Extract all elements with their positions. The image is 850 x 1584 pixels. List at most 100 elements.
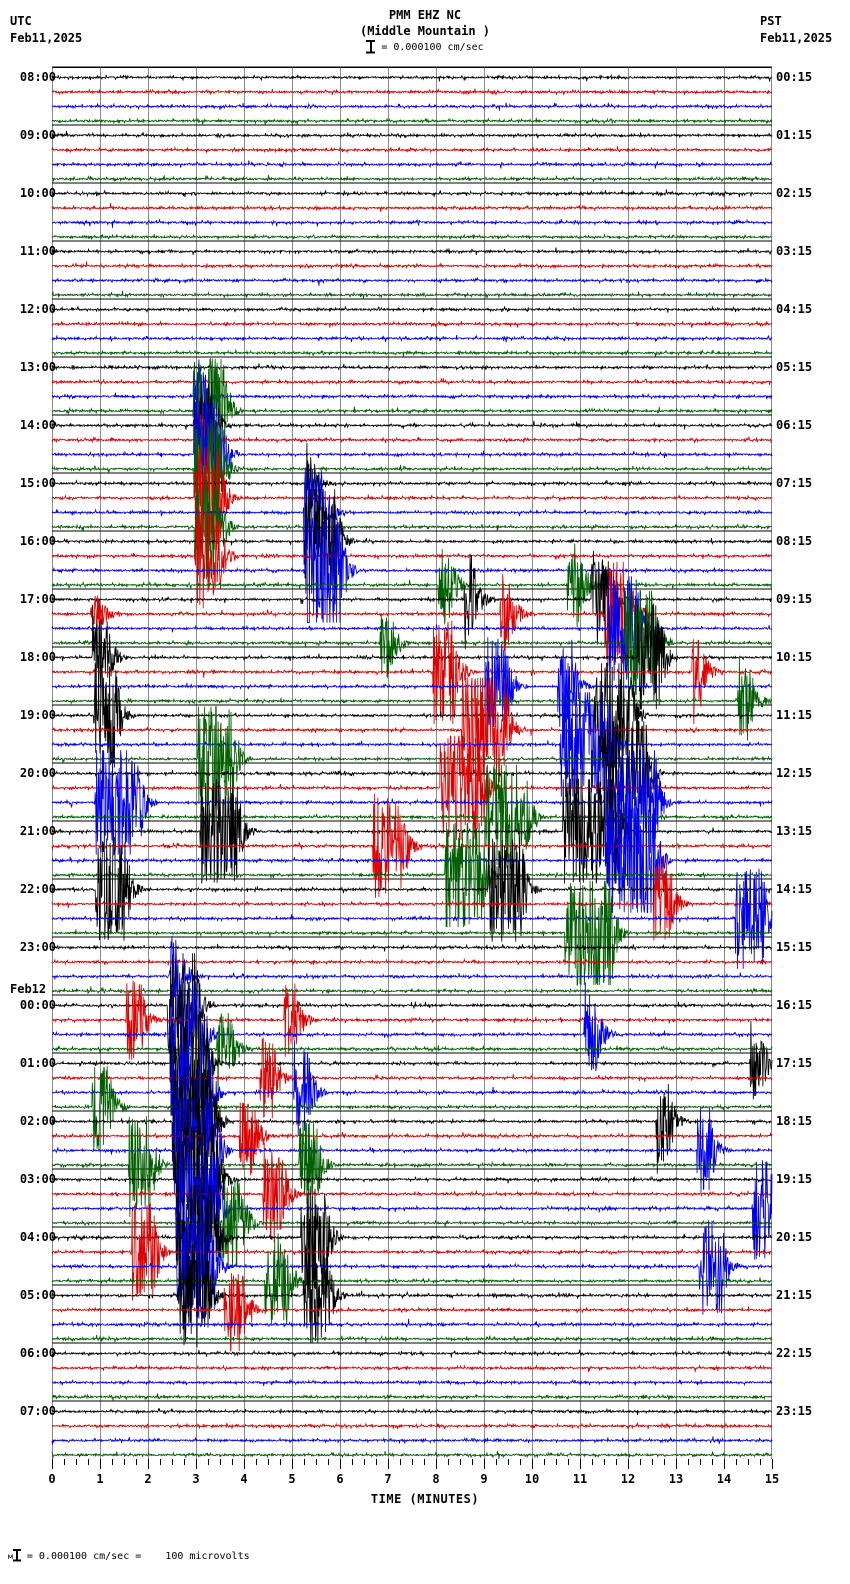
- trace-row-54: [51, 808, 772, 914]
- trace-row-56: [51, 836, 773, 942]
- trace-row-62: [51, 936, 773, 1017]
- minor-tick-6.25: [352, 1459, 353, 1465]
- major-tick-5: [292, 1459, 294, 1469]
- pst-hour-label-0015: 00:15: [776, 70, 813, 85]
- trace-row-39: [51, 590, 773, 696]
- major-tick-10: [532, 1459, 534, 1469]
- utc-hour-label-0500: 05:00: [19, 1288, 56, 1303]
- trace-row-60: [52, 943, 773, 952]
- trace-row-25: [51, 412, 772, 466]
- major-tick-8: [436, 1459, 438, 1469]
- pst-hour-label-2215: 22:15: [776, 1346, 813, 1361]
- pst-date-label: Feb11,2025: [760, 31, 833, 45]
- trace-row-92: [52, 1407, 773, 1415]
- minor-tick-3.75: [232, 1459, 233, 1465]
- trace-row-48: [51, 720, 773, 826]
- trace-row-75: [51, 1115, 773, 1218]
- pst-hour-label-0515: 05:15: [776, 360, 813, 375]
- trace-row-93: [51, 1422, 773, 1430]
- minor-tick-12.5: [652, 1459, 653, 1465]
- utc-hour-label-0200: 02:00: [19, 1114, 56, 1129]
- station-code: PMM EHZ NC: [388, 8, 462, 22]
- utc-hour-label-1000: 10:00: [19, 186, 56, 201]
- major-tick-6: [340, 1459, 342, 1469]
- trace-row-44: [51, 662, 773, 768]
- trace-row-49: [51, 735, 773, 841]
- minor-tick-0.25: [64, 1459, 65, 1465]
- trace-row-86: [51, 1318, 773, 1329]
- major-tick-7: [388, 1459, 390, 1469]
- minor-tick-5.75: [328, 1459, 329, 1465]
- utc-hour-label-1600: 16:00: [19, 534, 56, 549]
- trace-row-35: [51, 543, 773, 628]
- utc-hour-label-1700: 17:00: [19, 592, 56, 607]
- x-tick-label-6: 6: [336, 1472, 344, 1486]
- minor-tick-2.5: [172, 1459, 173, 1465]
- major-tick-13: [676, 1459, 678, 1469]
- x-tick-label-12: 12: [620, 1472, 636, 1486]
- pst-hour-label-0115: 01:15: [776, 128, 813, 143]
- utc-hour-label-2100: 21:00: [19, 824, 56, 839]
- trace-row-63: [51, 986, 773, 995]
- pst-hour-label-1015: 10:15: [776, 650, 813, 665]
- pst-hour-label-2115: 21:15: [776, 1288, 813, 1303]
- trace-row-67: [51, 1012, 773, 1102]
- utc-hour-label-0100: 01:00: [19, 1056, 56, 1071]
- header-scale-bar: = 0.000100 cm/sec: [0, 40, 850, 53]
- helicorder-plot[interactable]: [51, 66, 773, 1459]
- minor-tick-3.5: [220, 1459, 221, 1465]
- trace-row-89: [51, 1363, 773, 1373]
- trace-row-72: [51, 1069, 773, 1174]
- trace-row-28: [51, 442, 773, 518]
- trace-row-5: [51, 146, 773, 154]
- x-axis-title: TIME (MINUTES): [370, 1492, 480, 1506]
- trace-row-0: [51, 73, 773, 82]
- pst-hour-label-2315: 23:15: [776, 1404, 813, 1419]
- minor-tick-1.25: [112, 1459, 113, 1465]
- trace-row-83: [51, 1233, 773, 1325]
- trace-row-9: [51, 203, 773, 213]
- trace-row-85: [51, 1273, 773, 1352]
- trace-row-32: [51, 489, 773, 594]
- trace-row-45: [51, 677, 773, 783]
- x-tick-label-0: 0: [48, 1472, 56, 1486]
- trace-row-2: [51, 102, 773, 111]
- trace-row-27: [51, 416, 773, 522]
- minor-tick-12.75: [664, 1459, 665, 1465]
- minor-tick-14.75: [760, 1459, 761, 1465]
- minor-tick-13.75: [712, 1459, 713, 1465]
- pst-hour-label-0715: 07:15: [776, 476, 813, 491]
- pst-hour-label-0815: 08:15: [776, 534, 813, 549]
- minor-tick-9.5: [508, 1459, 509, 1465]
- trace-row-34: [51, 517, 773, 624]
- minor-tick-2.25: [160, 1459, 161, 1465]
- trace-row-90: [51, 1378, 773, 1387]
- minor-tick-8.75: [472, 1459, 473, 1465]
- x-tick-label-13: 13: [668, 1472, 684, 1486]
- x-tick-label-3: 3: [192, 1472, 200, 1486]
- major-tick-2: [148, 1459, 150, 1469]
- pst-hour-label-1515: 15:15: [776, 940, 813, 955]
- utc-hour-label-1300: 13:00: [19, 360, 56, 375]
- minor-tick-11.25: [592, 1459, 593, 1465]
- pst-hour-label-1715: 17:15: [776, 1056, 813, 1071]
- trace-row-77: [51, 1141, 773, 1243]
- minor-tick-6.5: [364, 1459, 365, 1465]
- minor-tick-7.75: [424, 1459, 425, 1465]
- trace-row-68: [51, 1011, 773, 1116]
- trace-row-1: [51, 88, 773, 96]
- trace-row-70: [51, 1039, 773, 1145]
- x-tick-label-1: 1: [96, 1472, 104, 1486]
- trace-row-11: [51, 233, 773, 241]
- utc-hour-label-0800: 08:00: [19, 70, 56, 85]
- pst-timezone-label: PST: [760, 14, 782, 28]
- trace-row-29: [51, 445, 773, 551]
- trace-row-57: [51, 856, 773, 941]
- major-tick-11: [580, 1459, 582, 1469]
- trace-row-81: [51, 1202, 773, 1301]
- footer-scale-ibeam-icon: [12, 1549, 21, 1561]
- major-tick-3: [196, 1459, 198, 1469]
- trace-row-61: [51, 957, 773, 966]
- trace-row-94: [51, 1436, 773, 1445]
- trace-row-64: [52, 953, 773, 1058]
